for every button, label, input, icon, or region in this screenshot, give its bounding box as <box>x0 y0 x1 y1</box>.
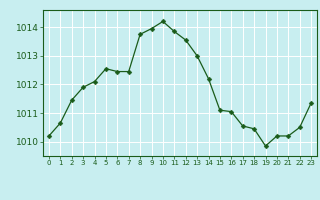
Text: Graphe pression niveau de la mer (hPa): Graphe pression niveau de la mer (hPa) <box>43 183 277 193</box>
